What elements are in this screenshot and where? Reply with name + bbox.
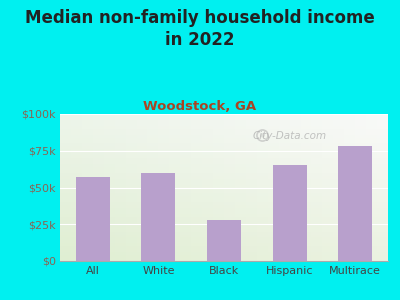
Bar	[60, 146, 388, 149]
Bar	[93, 114, 104, 261]
Bar	[60, 196, 388, 199]
Bar	[60, 190, 388, 194]
Bar	[60, 240, 388, 243]
Text: Woodstock, GA: Woodstock, GA	[144, 100, 256, 113]
Bar	[104, 114, 115, 261]
Bar	[60, 258, 388, 261]
Bar	[136, 114, 148, 261]
Bar	[279, 114, 290, 261]
Bar	[60, 217, 388, 220]
Bar	[333, 114, 344, 261]
Bar	[191, 114, 202, 261]
Bar	[60, 238, 388, 240]
Bar	[60, 143, 388, 146]
Bar	[377, 114, 388, 261]
Bar	[257, 114, 268, 261]
Bar	[207, 220, 241, 261]
Bar	[60, 243, 388, 246]
Bar	[60, 232, 388, 235]
Bar	[60, 208, 388, 211]
Bar	[60, 120, 388, 123]
Bar	[268, 114, 279, 261]
Bar	[60, 135, 388, 137]
Bar	[60, 161, 388, 164]
Bar	[322, 114, 333, 261]
Bar	[71, 114, 82, 261]
Bar	[60, 255, 388, 258]
Bar	[115, 114, 126, 261]
Bar	[300, 114, 312, 261]
Bar	[60, 137, 388, 140]
Bar	[366, 114, 377, 261]
Text: City-Data.com: City-Data.com	[252, 131, 327, 141]
Bar	[60, 173, 388, 176]
Bar	[60, 235, 388, 238]
Bar	[60, 188, 388, 190]
Bar	[60, 211, 388, 214]
Bar	[60, 179, 388, 181]
Bar	[60, 223, 388, 226]
Bar	[60, 205, 388, 208]
Bar	[60, 114, 388, 117]
Bar	[60, 182, 388, 184]
Bar	[158, 114, 169, 261]
Bar	[60, 140, 388, 143]
Bar	[312, 114, 322, 261]
Bar	[60, 252, 388, 255]
Bar	[141, 173, 176, 261]
Bar	[180, 114, 191, 261]
Bar	[60, 226, 388, 229]
Bar	[60, 167, 388, 170]
Bar	[60, 214, 388, 217]
Bar	[60, 176, 388, 179]
Bar	[202, 114, 213, 261]
Bar	[60, 132, 388, 135]
Bar	[60, 149, 388, 152]
Bar	[60, 249, 388, 252]
Text: Median non-family household income
in 2022: Median non-family household income in 20…	[25, 9, 375, 49]
Bar	[344, 114, 355, 261]
Bar	[355, 114, 366, 261]
Bar	[76, 177, 110, 261]
Bar	[290, 114, 300, 261]
Bar	[60, 164, 388, 167]
Bar	[60, 117, 388, 120]
Bar	[60, 158, 388, 161]
Bar	[224, 114, 235, 261]
Bar	[60, 155, 388, 158]
Bar	[148, 114, 158, 261]
Bar	[60, 152, 388, 155]
Bar	[60, 129, 388, 132]
Bar	[60, 246, 388, 249]
Bar	[60, 199, 388, 202]
Bar	[246, 114, 257, 261]
Bar	[60, 194, 388, 196]
Bar	[235, 114, 246, 261]
Bar	[82, 114, 93, 261]
Bar	[60, 170, 388, 173]
Bar	[60, 123, 388, 126]
Bar	[60, 126, 388, 129]
Bar	[60, 114, 71, 261]
Bar	[60, 184, 388, 188]
Bar	[169, 114, 180, 261]
Bar	[213, 114, 224, 261]
Bar	[60, 202, 388, 205]
Bar	[60, 220, 388, 223]
Bar	[60, 229, 388, 232]
Bar	[338, 146, 372, 261]
Bar	[126, 114, 136, 261]
Bar	[272, 165, 307, 261]
